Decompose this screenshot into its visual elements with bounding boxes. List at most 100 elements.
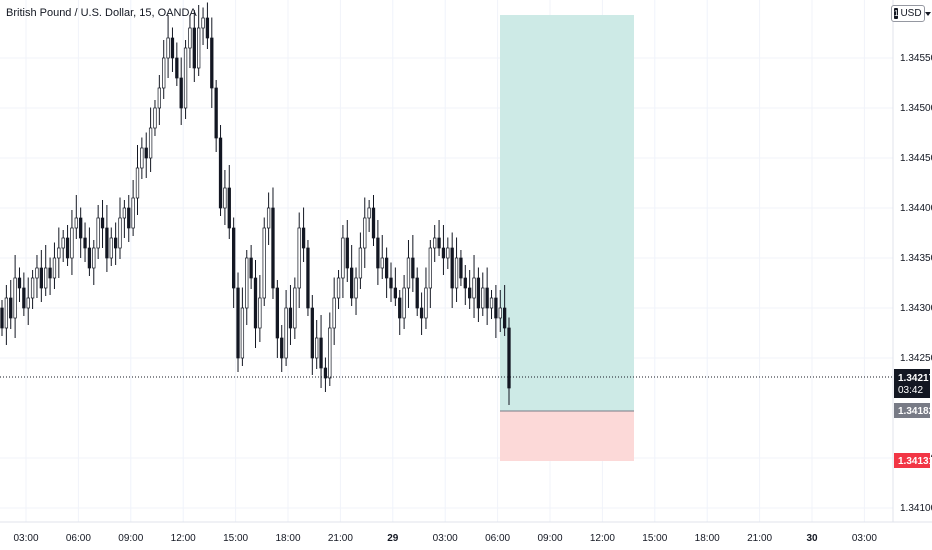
candle-body bbox=[210, 37, 214, 89]
chart-grid bbox=[0, 0, 893, 522]
candle-body bbox=[424, 287, 428, 319]
target-zone[interactable] bbox=[500, 15, 634, 411]
entry-price-value: 1.34182 bbox=[898, 406, 932, 417]
candle-body bbox=[197, 27, 201, 69]
candle-body bbox=[345, 237, 349, 269]
candle-body bbox=[380, 257, 384, 269]
candle-body bbox=[398, 297, 402, 319]
time-tick-label: 06:00 bbox=[485, 533, 510, 544]
candle-body bbox=[96, 217, 100, 249]
candle-body bbox=[87, 247, 92, 269]
current-price-value: 1.34217 bbox=[898, 373, 932, 384]
time-tick-label: 15:00 bbox=[223, 533, 248, 544]
candle-body bbox=[140, 147, 144, 169]
candle-body bbox=[367, 207, 371, 219]
candle-body bbox=[468, 287, 472, 299]
candle-body bbox=[489, 297, 494, 309]
candle-body bbox=[79, 217, 83, 239]
candle-body bbox=[127, 207, 131, 229]
candle-body bbox=[275, 287, 280, 339]
candle-body bbox=[26, 297, 30, 309]
candle-body bbox=[170, 37, 175, 59]
time-axis[interactable]: 03:00 06:00 09:00 12:00 15:00 18:00 21:00 29 03:… bbox=[13, 533, 877, 544]
candle-body bbox=[109, 237, 113, 259]
candle-body bbox=[310, 307, 314, 359]
candle-body bbox=[376, 237, 380, 269]
candle-body bbox=[258, 297, 262, 329]
time-tick-label: 18:00 bbox=[695, 533, 720, 544]
candle-body bbox=[22, 287, 26, 309]
candle-body bbox=[389, 277, 393, 289]
candle-body bbox=[328, 327, 332, 379]
candle-body bbox=[214, 87, 218, 139]
candle-body bbox=[249, 257, 253, 279]
candle-body bbox=[148, 127, 153, 159]
candle-body bbox=[494, 297, 498, 319]
candle-body bbox=[153, 107, 157, 129]
time-tick-label: 12:00 bbox=[590, 533, 615, 544]
candle-body bbox=[472, 277, 476, 299]
candle-body bbox=[428, 247, 432, 289]
candle-body bbox=[332, 297, 336, 329]
currency-label: USD bbox=[900, 8, 922, 19]
candle-body bbox=[415, 277, 419, 309]
candle-body bbox=[0, 307, 4, 329]
candle-body bbox=[183, 47, 188, 109]
candle-body bbox=[288, 307, 293, 329]
candle-body bbox=[61, 237, 65, 249]
candle-body bbox=[236, 287, 240, 359]
time-tick-label: 30 bbox=[806, 533, 818, 544]
candle-body bbox=[437, 237, 441, 249]
stop-zone[interactable] bbox=[500, 411, 634, 461]
current-price-label: 1.34217 03:42 bbox=[894, 369, 932, 398]
candle-body bbox=[205, 17, 210, 39]
time-tick-label: 03:00 bbox=[433, 533, 458, 544]
time-tick-label: 03:00 bbox=[852, 533, 877, 544]
candle-body bbox=[65, 237, 70, 259]
candle-body bbox=[44, 267, 48, 289]
time-tick-label: 21:00 bbox=[747, 533, 772, 544]
candle-body bbox=[74, 217, 78, 229]
candle-body bbox=[218, 137, 223, 209]
candle-body bbox=[446, 247, 450, 259]
symbol-title[interactable]: British Pound / U.S. Dollar, 15, OANDA bbox=[6, 7, 197, 19]
candle-body bbox=[319, 337, 323, 369]
candle-body bbox=[162, 57, 166, 89]
candle-body bbox=[433, 237, 437, 249]
candle-body bbox=[384, 257, 389, 279]
candle-body bbox=[118, 217, 122, 249]
candle-body bbox=[481, 287, 485, 309]
candle-body bbox=[188, 27, 192, 49]
candle-body bbox=[306, 247, 310, 309]
candle-body bbox=[358, 247, 363, 279]
candle-body bbox=[131, 197, 135, 229]
candle-body bbox=[83, 237, 87, 249]
candle-body bbox=[301, 227, 306, 249]
candle-body bbox=[336, 277, 341, 299]
candle-body bbox=[459, 257, 463, 279]
candle-body bbox=[350, 267, 354, 299]
candle-body bbox=[363, 217, 367, 249]
time-tick-label: 06:00 bbox=[66, 533, 91, 544]
candle-body bbox=[4, 297, 9, 329]
candle-body bbox=[341, 237, 345, 279]
price-tick-label: 1.34300 bbox=[900, 303, 932, 314]
time-tick-label: 09:00 bbox=[118, 533, 143, 544]
price-tick-label: 1.34400 bbox=[900, 203, 932, 214]
candle-body bbox=[122, 207, 127, 219]
candle-body bbox=[92, 247, 96, 269]
price-axis[interactable]: 1.34550 1.34500 1.34450 1.34400 1.34350 1.343… bbox=[900, 53, 932, 514]
price-tick-label: 1.34250 bbox=[900, 353, 932, 364]
time-tick-label: 29 bbox=[387, 533, 399, 544]
candle-body bbox=[315, 337, 319, 359]
currency-button[interactable]: 1 USD bbox=[891, 5, 931, 22]
entry-price-label: 1.34182 bbox=[894, 403, 932, 418]
candle-body bbox=[30, 277, 35, 299]
candle-body bbox=[57, 247, 61, 259]
chevron-down-icon bbox=[924, 11, 931, 16]
candle-body bbox=[100, 217, 105, 229]
candle-body bbox=[485, 287, 489, 309]
